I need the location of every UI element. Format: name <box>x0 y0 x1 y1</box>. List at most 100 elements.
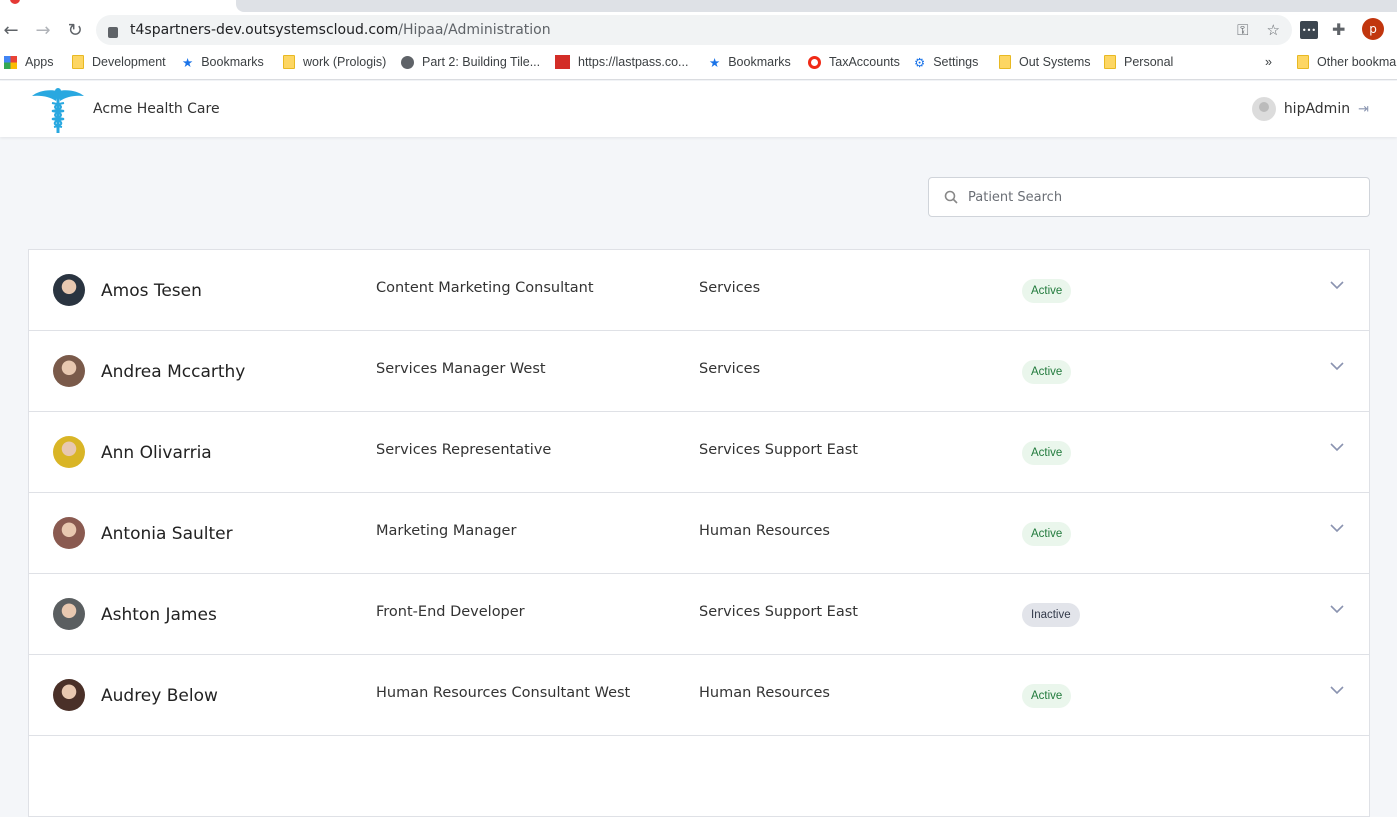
bookmark-label: https://lastpass.co... <box>578 55 689 69</box>
bookmark-item[interactable]: Personal <box>1104 55 1173 69</box>
department: Human Resources <box>699 523 830 539</box>
chevron-down-icon[interactable] <box>1330 278 1344 292</box>
key-icon[interactable]: ⚿ <box>1237 21 1249 39</box>
department: Services <box>699 361 761 377</box>
search-input[interactable] <box>968 189 1348 205</box>
department: Services Support East <box>699 604 858 620</box>
chevron-down-icon[interactable] <box>1330 683 1344 697</box>
user-avatar[interactable] <box>1251 97 1276 121</box>
bookmark-item[interactable]: https://lastpass.co... <box>555 55 688 69</box>
globe-icon <box>401 55 414 69</box>
bookmark-item[interactable]: TaxAccounts <box>808 55 900 69</box>
forward-icon[interactable]: → <box>35 19 51 41</box>
chevron-down-icon[interactable] <box>1330 359 1344 373</box>
star-icon: ★ <box>709 56 721 70</box>
department: Services <box>699 280 761 296</box>
job-title: Services Representative <box>376 442 552 458</box>
opera-icon <box>808 55 821 69</box>
bookmark-label: Out Systems <box>1019 55 1091 69</box>
avatar <box>53 517 85 549</box>
patient-row[interactable] <box>29 736 1369 817</box>
status-badge: Active <box>1022 279 1072 303</box>
bookmark-label: work (Prologis) <box>303 55 387 69</box>
bookmarks-overflow-button[interactable]: » <box>1265 55 1272 69</box>
chevron-down-icon[interactable] <box>1330 602 1344 616</box>
patient-name: Antonia Saulter <box>101 524 233 544</box>
patient-row[interactable]: Audrey Below Human Resources Consultant … <box>29 655 1369 736</box>
bookmark-item[interactable]: ⚙ Settings <box>914 55 979 70</box>
bookmark-item[interactable]: Part 2: Building Tile... <box>401 55 540 69</box>
folder-icon <box>1104 55 1116 69</box>
lastpass-icon <box>555 55 570 69</box>
patient-list: Amos Tesen Content Marketing Consultant … <box>28 249 1370 817</box>
gear-icon: ⚙ <box>914 56 926 70</box>
patient-row[interactable]: Ashton James Front-End Developer Service… <box>29 574 1369 655</box>
patient-name: Audrey Below <box>101 686 218 706</box>
back-icon[interactable]: ← <box>3 19 19 41</box>
bookmark-item[interactable]: Development <box>72 55 166 69</box>
folder-icon <box>72 55 84 69</box>
username[interactable]: hipAdmin <box>1283 101 1351 117</box>
bookmark-item[interactable]: ★ Bookmarks <box>182 55 264 70</box>
folder-icon <box>999 55 1011 69</box>
bookmark-label: Other bookmarks <box>1317 55 1397 69</box>
bookmark-label: Development <box>92 55 166 69</box>
status-badge: Active <box>1022 360 1072 384</box>
patient-row[interactable]: Antonia Saulter Marketing Manager Human … <box>29 493 1369 574</box>
job-title: Services Manager West <box>376 361 546 377</box>
patient-name: Ashton James <box>101 605 217 625</box>
chevron-down-icon[interactable] <box>1330 521 1344 535</box>
reload-icon[interactable]: ↻ <box>67 19 83 41</box>
bookmark-item[interactable]: Apps <box>4 55 54 69</box>
other-bookmarks[interactable]: Other bookmarks <box>1297 55 1397 69</box>
profile-avatar[interactable]: p <box>1362 18 1384 40</box>
tab-favicon <box>10 0 20 4</box>
url-host: t4spartners-dev.outsystemscloud.com <box>130 22 399 38</box>
status-badge: Active <box>1022 441 1072 465</box>
bookmark-item[interactable]: ★ Bookmarks <box>709 55 791 70</box>
job-title: Front-End Developer <box>376 604 525 620</box>
lastpass-extension-icon[interactable]: ••• <box>1300 21 1318 39</box>
patient-row[interactable]: Amos Tesen Content Marketing Consultant … <box>29 250 1369 331</box>
bookmark-label: Apps <box>25 55 54 69</box>
logout-icon[interactable]: ⇥ <box>1358 101 1369 117</box>
bookmark-star-icon[interactable]: ☆ <box>1266 21 1280 39</box>
user-menu[interactable]: hipAdmin ⇥ <box>1251 97 1369 121</box>
avatar <box>53 598 85 630</box>
bookmark-item[interactable]: work (Prologis) <box>283 55 386 69</box>
patient-search[interactable] <box>928 177 1370 217</box>
bookmark-label: Part 2: Building Tile... <box>422 55 541 69</box>
app-title: Acme Health Care <box>93 101 220 117</box>
lock-icon <box>108 26 118 38</box>
job-title: Human Resources Consultant West <box>376 685 631 701</box>
bookmark-label: Bookmarks <box>728 55 791 69</box>
app-header: Acme Health Care hipAdmin ⇥ <box>0 81 1397 137</box>
patient-row[interactable]: Ann Olivarria Services Representative Se… <box>29 412 1369 493</box>
search-icon <box>944 190 958 204</box>
status-badge: Active <box>1022 522 1072 546</box>
inactive-tab-area[interactable] <box>236 0 1397 12</box>
bookmark-label: TaxAccounts <box>829 55 900 69</box>
folder-icon <box>283 55 295 69</box>
avatar <box>53 436 85 468</box>
status-badge: Active <box>1022 684 1072 708</box>
extensions-puzzle-icon[interactable]: ✚ <box>1332 20 1346 39</box>
url-path: /Hipaa/Administration <box>398 22 551 38</box>
address-bar[interactable]: t4spartners-dev.outsystemscloud.com/Hipa… <box>96 15 1292 45</box>
chevron-down-icon[interactable] <box>1330 440 1344 454</box>
job-title: Marketing Manager <box>376 523 517 539</box>
department: Services Support East <box>699 442 858 458</box>
avatar <box>53 355 85 387</box>
bookmarks-bar: Apps Development ★ Bookmarks work (Prologis)… <box>0 48 1397 80</box>
bookmark-item[interactable]: Out Systems <box>999 55 1091 69</box>
apps-grid-icon <box>4 55 17 69</box>
job-title: Content Marketing Consultant <box>376 280 594 296</box>
address-bar-row: ← → ↻ t4spartners-dev.outsystemscloud.co… <box>0 12 1397 48</box>
patient-row[interactable]: Andrea Mccarthy Services Manager West Se… <box>29 331 1369 412</box>
bookmark-label: Settings <box>933 55 979 69</box>
patient-name: Andrea Mccarthy <box>101 362 246 382</box>
bookmark-label: Bookmarks <box>201 55 264 69</box>
department: Human Resources <box>699 685 830 701</box>
caduceus-logo <box>32 88 84 133</box>
status-badge: Inactive <box>1022 603 1080 627</box>
